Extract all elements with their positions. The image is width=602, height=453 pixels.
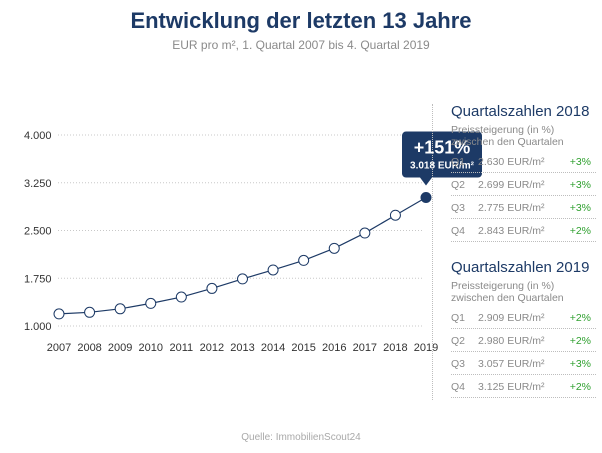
quarter-price: 2.630 EUR/m²	[478, 156, 545, 168]
callout-percent: +151%	[414, 138, 471, 158]
panel-title: Quartalszahlen 2019	[451, 259, 590, 276]
panel-description: Preissteigerung (in %) zwischen den Quar…	[451, 280, 564, 304]
data-point	[114, 303, 126, 315]
quarter-price: 3.057 EUR/m²	[478, 358, 545, 370]
quarter-row: Q4 2.843 EUR/m² +2%	[451, 219, 596, 242]
data-point	[145, 297, 157, 309]
x-tick-label: 2008	[77, 342, 101, 354]
x-tick-label: 2012	[200, 342, 224, 354]
data-point	[328, 242, 340, 254]
x-tick-label: 2011	[170, 342, 194, 354]
data-point	[53, 308, 65, 320]
y-tick-label: 3.250	[24, 178, 52, 190]
quarter-row: Q3 3.057 EUR/m² +3%	[451, 352, 596, 375]
data-point	[237, 273, 248, 285]
panel-divider	[432, 104, 433, 400]
quarter-price: 3.125 EUR/m²	[478, 381, 545, 393]
callout-box	[402, 131, 482, 178]
quarter-change: +3%	[569, 358, 591, 370]
data-point	[175, 291, 187, 303]
y-tick-label: 4.000	[24, 130, 52, 142]
quarter-label: Q3	[451, 202, 466, 214]
quarter-row: Q1 2.909 EUR/m² +2%	[451, 306, 596, 329]
callout-pointer	[420, 177, 432, 186]
quarter-row: Q2 2.699 EUR/m² +3%	[451, 173, 596, 196]
data-point-latest	[420, 192, 432, 204]
panel-title: Quartalszahlen 2018	[451, 103, 590, 120]
quarter-change: +3%	[569, 156, 591, 168]
quarter-label: Q4	[451, 381, 466, 393]
quarter-change: +2%	[569, 312, 591, 324]
data-point	[298, 254, 310, 266]
quarter-change: +2%	[569, 335, 591, 347]
callout-value: 3.018 EUR/m²	[410, 161, 475, 172]
quarter-price: 2.980 EUR/m²	[478, 335, 545, 347]
x-tick-label: 2013	[230, 342, 254, 354]
quarter-price: 2.909 EUR/m²	[478, 312, 545, 324]
quarter-price: 2.775 EUR/m²	[478, 202, 545, 214]
x-tick-label: 2009	[108, 342, 132, 354]
x-tick-label: 2018	[383, 342, 407, 354]
x-tick-label: 2014	[261, 342, 285, 354]
quarter-label: Q1	[451, 156, 466, 168]
quarter-change: +2%	[569, 225, 591, 237]
data-point	[267, 264, 279, 276]
chart-subtitle: EUR pro m², 1. Quartal 2007 bis 4. Quart…	[172, 38, 430, 52]
x-tick-label: 2015	[291, 342, 315, 354]
quarter-label: Q1	[451, 312, 466, 324]
quarter-row: Q1 2.630 EUR/m² +3%	[451, 150, 596, 173]
data-point	[206, 282, 218, 294]
quarter-label: Q2	[451, 335, 466, 347]
x-tick-label: 2019	[414, 342, 438, 354]
y-tick-label: 1.750	[24, 273, 52, 285]
x-tick-label: 2017	[353, 342, 377, 354]
quarter-change: +3%	[569, 179, 591, 191]
quarter-price: 2.699 EUR/m²	[478, 179, 545, 191]
data-point	[359, 227, 371, 239]
x-tick-label: 2010	[139, 342, 163, 354]
data-point	[84, 306, 96, 318]
data-point	[389, 209, 401, 221]
panel-description: Preissteigerung (in %) zwischen den Quar…	[451, 124, 564, 148]
y-tick-label: 1.000	[24, 321, 52, 333]
panel-2019: Quartalszahlen 2019 Preissteigerung (in …	[451, 259, 596, 398]
quarter-label: Q2	[451, 179, 466, 191]
quarter-change: +3%	[569, 202, 591, 214]
quarter-label: Q4	[451, 225, 466, 237]
y-tick-label: 2.500	[24, 226, 52, 238]
x-tick-label: 2007	[47, 342, 71, 354]
series-line	[58, 197, 427, 315]
quarter-price: 2.843 EUR/m²	[478, 225, 545, 237]
quarter-row: Q3 2.775 EUR/m² +3%	[451, 196, 596, 219]
quarter-label: Q3	[451, 358, 466, 370]
panel-2018: Quartalszahlen 2018 Preissteigerung (in …	[451, 103, 596, 242]
chart-title: Entwicklung der letzten 13 Jahre	[130, 8, 472, 33]
quarter-row: Q4 3.125 EUR/m² +2%	[451, 375, 596, 398]
source-note: Quelle: ImmobilienScout24	[241, 432, 361, 443]
quarter-row: Q2 2.980 EUR/m² +2%	[451, 329, 596, 352]
x-tick-label: 2016	[322, 342, 346, 354]
quarter-change: +2%	[569, 381, 591, 393]
